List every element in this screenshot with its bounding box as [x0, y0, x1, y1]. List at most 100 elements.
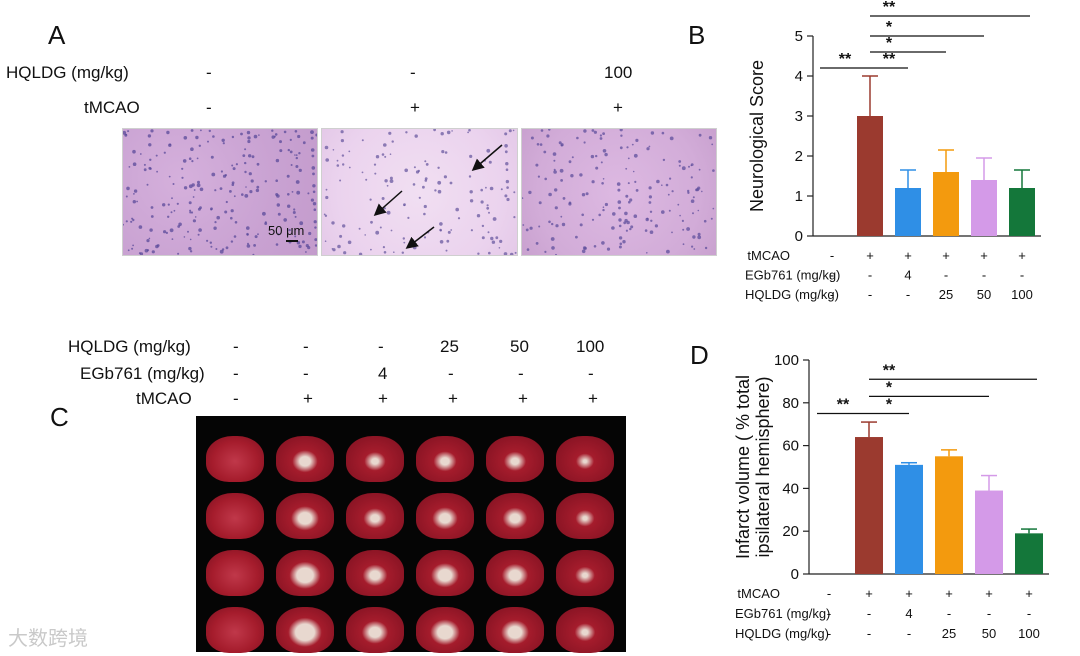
- cell-nucleus: [445, 249, 448, 252]
- cell-nucleus: [277, 212, 281, 216]
- cell-nucleus: [490, 236, 494, 241]
- cell-nucleus: [198, 228, 202, 232]
- cell-nucleus: [633, 153, 638, 158]
- cell-nucleus: [583, 141, 586, 144]
- cell-nucleus: [231, 164, 234, 167]
- cell-nucleus: [650, 219, 653, 222]
- row-label: EGb761 (mg/kg): [735, 606, 830, 621]
- cell-nucleus: [425, 163, 429, 166]
- cell-nucleus: [233, 235, 237, 238]
- cell-nucleus: [148, 143, 152, 147]
- cell-nucleus: [449, 181, 453, 185]
- cell-nucleus: [126, 186, 130, 191]
- y-axis-label: Neurological Score: [747, 60, 767, 212]
- cell-nucleus: [697, 232, 701, 236]
- cell-nucleus: [612, 212, 616, 216]
- cell-nucleus: [381, 153, 385, 156]
- cell-nucleus: [273, 135, 276, 138]
- cell-nucleus: [617, 188, 621, 192]
- cell-nucleus: [167, 215, 170, 218]
- cell-nucleus: [677, 203, 680, 206]
- cell-nucleus: [508, 129, 512, 133]
- cell-nucleus: [626, 146, 629, 149]
- cell-nucleus: [225, 200, 228, 204]
- bar: [895, 188, 921, 236]
- panel-c-value: +: [588, 389, 598, 408]
- cell-nucleus: [423, 236, 427, 239]
- y-tick-label: 0: [795, 228, 803, 245]
- cell-nucleus: [604, 152, 608, 157]
- cell-nucleus: [486, 204, 489, 207]
- cell-nucleus: [695, 188, 698, 192]
- cell-nucleus: [219, 249, 224, 254]
- cell-nucleus: [619, 242, 623, 246]
- cell-nucleus: [172, 183, 175, 185]
- scale-bar: [286, 240, 298, 242]
- cell-nucleus: [530, 136, 534, 140]
- bar: [1009, 188, 1035, 236]
- cell-nucleus: [451, 130, 453, 132]
- row-value: 100: [1018, 626, 1040, 641]
- cell-nucleus: [208, 129, 211, 133]
- cell-nucleus: [215, 248, 218, 250]
- cell-nucleus: [190, 211, 194, 214]
- cell-nucleus: [340, 130, 344, 134]
- row-value: 4: [904, 268, 911, 283]
- significance-mark: *: [886, 397, 893, 414]
- row-label: HQLDG (mg/kg): [735, 626, 829, 641]
- row-value: 25: [939, 287, 953, 302]
- cell-nucleus: [423, 204, 427, 209]
- cell-nucleus: [214, 189, 217, 192]
- cell-nucleus: [678, 164, 681, 167]
- cell-nucleus: [633, 214, 638, 218]
- cell-nucleus: [149, 228, 153, 232]
- row-value: +: [945, 586, 953, 601]
- cell-nucleus: [631, 143, 634, 146]
- brain-slice: [206, 493, 264, 539]
- panel-letter-b: B: [688, 20, 706, 50]
- cell-nucleus: [646, 252, 648, 254]
- cell-nucleus: [325, 158, 329, 162]
- cell-nucleus: [127, 130, 130, 133]
- cell-nucleus: [251, 155, 255, 159]
- cell-nucleus: [365, 178, 368, 181]
- histology-image-sham: [122, 128, 318, 256]
- cell-nucleus: [165, 231, 168, 234]
- cell-nucleus: [548, 192, 552, 197]
- cell-nucleus: [386, 210, 391, 215]
- cell-nucleus: [311, 166, 316, 170]
- cell-nucleus: [169, 228, 174, 233]
- cell-nucleus: [375, 230, 380, 235]
- cell-nucleus: [602, 178, 605, 180]
- cell-nucleus: [241, 193, 244, 196]
- cell-nucleus: [413, 166, 416, 169]
- cell-nucleus: [131, 247, 134, 250]
- cell-nucleus: [331, 221, 335, 225]
- cell-nucleus: [342, 163, 345, 166]
- cell-nucleus: [264, 180, 267, 183]
- cell-nucleus: [298, 152, 301, 155]
- cell-nucleus: [222, 174, 227, 178]
- arrow-icon: [373, 190, 403, 216]
- bar: [857, 116, 883, 236]
- cell-nucleus: [403, 204, 406, 207]
- cell-nucleus: [450, 229, 453, 231]
- cell-nucleus: [301, 240, 305, 244]
- cell-nucleus: [245, 186, 247, 188]
- cell-nucleus: [414, 134, 418, 138]
- cell-nucleus: [618, 236, 623, 240]
- cell-nucleus: [422, 185, 425, 189]
- cell-nucleus: [379, 226, 382, 229]
- cell-nucleus: [591, 180, 595, 184]
- cell-nucleus: [692, 196, 695, 199]
- cell-nucleus: [125, 195, 128, 198]
- row-value: -: [907, 626, 911, 641]
- row-value: +: [1018, 248, 1026, 263]
- cell-nucleus: [302, 141, 306, 145]
- cell-nucleus: [310, 148, 315, 152]
- cell-nucleus: [289, 138, 292, 141]
- cell-nucleus: [467, 131, 469, 134]
- bar: [855, 437, 883, 574]
- arrow-icon: [405, 226, 435, 249]
- panel-a-tmcao-val-3: +: [613, 98, 623, 117]
